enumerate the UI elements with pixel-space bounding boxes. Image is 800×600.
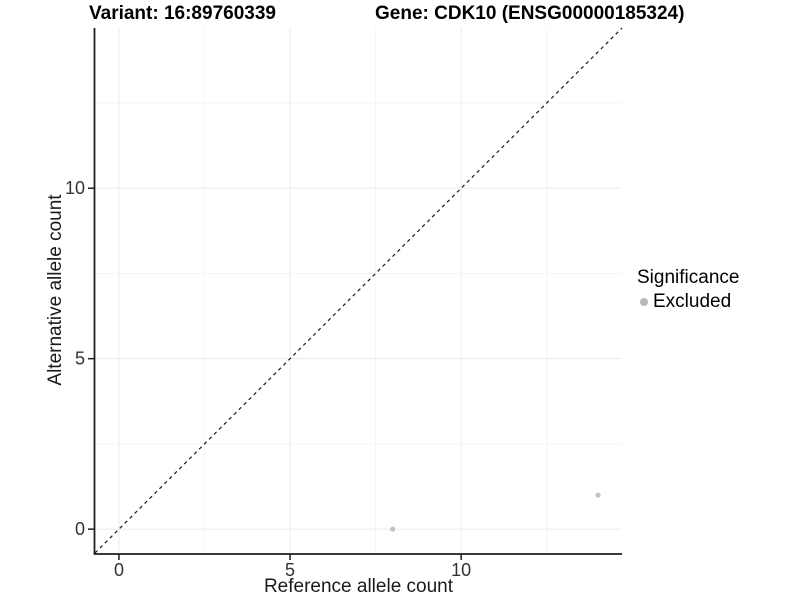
- x-tick-label: 10: [451, 560, 471, 580]
- gene-title: Gene: CDK10 (ENSG00000185324): [375, 3, 685, 24]
- data-point: [595, 492, 601, 498]
- y-tick-label: 0: [75, 519, 85, 539]
- legend-title: Significance: [637, 267, 740, 288]
- y-tick-label: 10: [65, 178, 85, 198]
- legend-item-label: Excluded: [653, 291, 732, 312]
- x-axis-title: Reference allele count: [263, 576, 454, 597]
- legend-point-icon: [640, 297, 648, 306]
- identity-line: [94, 27, 623, 554]
- y-tick-label: 5: [75, 349, 85, 369]
- legend-item-excluded: Excluded: [637, 290, 739, 313]
- data-point: [390, 526, 396, 532]
- x-tick-label: 0: [114, 560, 124, 580]
- y-axis-title: Alternative allele count: [45, 194, 66, 386]
- legend: Significance Excluded: [637, 266, 739, 313]
- x-tick-label: 5: [285, 560, 295, 580]
- variant-title: Variant: 16:89760339: [89, 3, 276, 24]
